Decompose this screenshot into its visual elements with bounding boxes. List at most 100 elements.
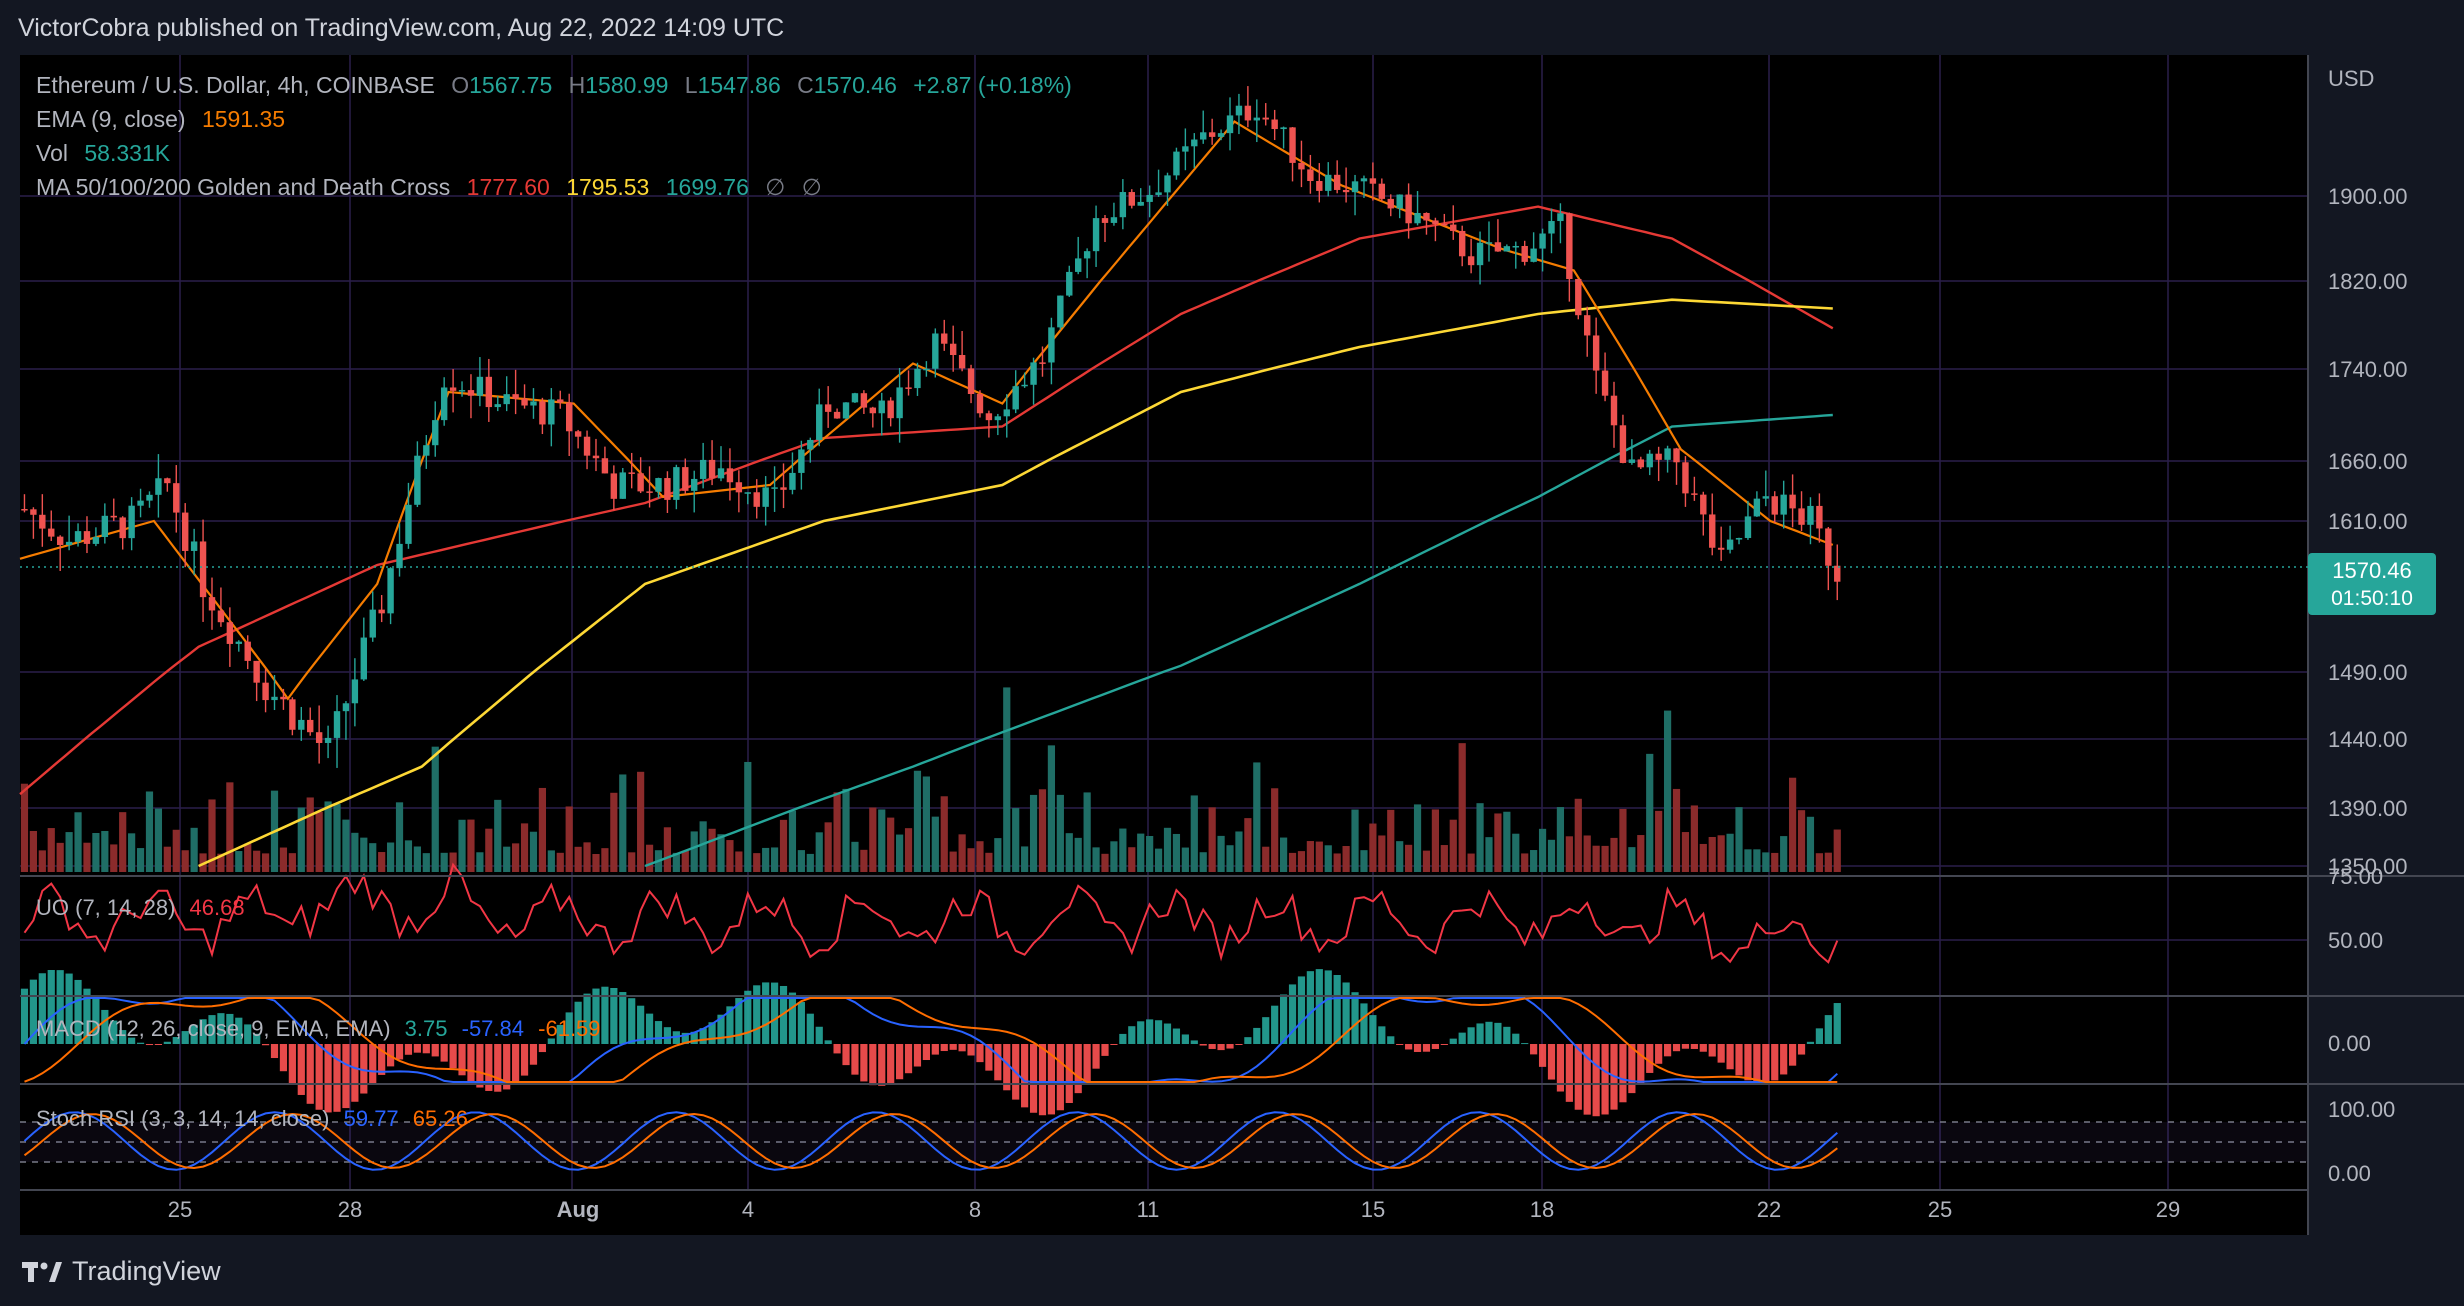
candle-body [1610,395,1618,426]
stoch-legend[interactable]: Stoch RSI (3, 3, 14, 14, close) 59.77 65… [36,1106,468,1132]
candle-body [1101,218,1109,223]
macd-histogram-bar [1431,1044,1440,1049]
macd-histogram-bar [476,1044,484,1088]
macd-histogram-bar [136,1042,145,1044]
candle-body [1164,175,1171,193]
candle-body [1816,505,1823,529]
ma-empty-value-2: ∅ [801,174,822,200]
macd-histogram-bar [833,1044,841,1054]
uo-legend[interactable]: UO (7, 14, 28) 46.68 [36,895,245,921]
volume-bar [699,821,707,872]
volume-bar [1672,788,1681,872]
candle-body [994,416,1002,421]
ema-value: 1591.35 [201,106,286,132]
volume-bar [38,850,46,872]
macd-histogram-bar [940,1044,948,1052]
candle-body [1646,453,1653,468]
volume-bar [1762,852,1770,872]
macd-histogram-bar [583,993,591,1044]
candle-body [235,641,242,644]
candle-body [21,509,28,511]
macd-histogram-bar [1681,1044,1690,1049]
macd-histogram-bar [1530,1044,1538,1055]
low-label: L [684,72,698,98]
candle-body [1021,384,1028,387]
macd-histogram-bar [860,1044,868,1082]
candle-body [1369,178,1377,184]
macd-histogram-bar [1833,1003,1841,1044]
macd-histogram-bar [1163,1023,1172,1044]
volume-bar [1601,845,1609,872]
macd-histogram-bar [128,1037,136,1044]
volume-bar [342,819,350,872]
macd-histogram-bar [110,1020,118,1044]
candle-body [1387,198,1394,209]
candle-body [360,637,368,680]
macd-histogram-bar [753,985,761,1044]
candle-body [1762,496,1770,499]
volume-bar [806,853,814,872]
volume-bar [637,771,645,872]
volume-bar [1360,850,1368,872]
candle-body [655,478,662,492]
uo-tick-label: 50.00 [2328,928,2383,953]
macd-histogram-bar [1146,1019,1154,1044]
volume-bar [940,796,948,872]
macd-pane [20,969,1841,1117]
macd-histogram-bar [1503,1026,1511,1044]
currency-label: USD [2328,66,2374,91]
candle-body [985,413,993,421]
bar-countdown: 01:50:10 [2331,587,2413,610]
tradingview-logo[interactable]: TradingView [22,1256,221,1287]
candle-body [1521,245,1528,262]
macd-histogram-bar [1047,1044,1056,1115]
macd-histogram-bar [1467,1027,1475,1044]
candle-body [1003,409,1010,417]
macd-histogram-bar [958,1044,966,1052]
candle-body [146,494,153,501]
macd-histogram-bar [851,1044,859,1075]
volume-bar [645,844,654,872]
candle-body [226,622,234,644]
legend-ema-row[interactable]: EMA (9, close) 1591.35 [36,106,295,133]
candle-body [369,609,376,638]
volume-bar [878,809,886,872]
volume-bar [869,807,877,872]
candle-body [1280,127,1287,130]
candle-body [1432,220,1439,224]
symbol-name[interactable]: Ethereum / U.S. Dollar, 4h, COINBASE [36,72,435,98]
macd-signal-value: -61.59 [538,1016,601,1041]
candle-body [476,376,484,396]
volume-bar [413,846,421,872]
volume-bar [574,846,582,872]
macd-histogram-bar [1226,1044,1234,1049]
volume-bar [1655,810,1663,872]
candle-body [1414,212,1421,224]
macd-legend[interactable]: MACD (12, 26, close, 9, EMA, EMA) 3.75 -… [36,1016,601,1042]
macd-histogram-bar [1306,971,1314,1044]
macd-histogram-bar [324,1044,332,1113]
macd-histogram-bar [1038,1044,1047,1116]
candle-body [673,467,680,500]
volume-bar [913,770,922,872]
ma200-value: 1699.76 [665,174,749,200]
candle-body [539,401,546,425]
legend-vol-row[interactable]: Vol 58.331K [36,140,180,167]
macd-histogram-bar [1405,1044,1413,1050]
ma-label: MA 50/100/200 Golden and Death Cross [36,174,451,200]
macd-histogram-bar [1199,1044,1207,1046]
candle-body [1200,132,1207,140]
candle-body [458,390,466,392]
candle-body [74,531,82,542]
legend-ma-row[interactable]: MA 50/100/200 Golden and Death Cross 177… [36,174,832,201]
macd-histogram-bar [1351,992,1359,1044]
macd-histogram-bar [145,1044,154,1046]
macd-histogram-bar [520,1044,529,1076]
stoch-k-value: 59.77 [343,1106,399,1131]
macd-histogram-bar [190,1024,198,1044]
volume-bar [904,828,913,872]
volume-bar [1592,845,1600,872]
candle-body [682,467,689,491]
volume-bar [744,761,752,872]
